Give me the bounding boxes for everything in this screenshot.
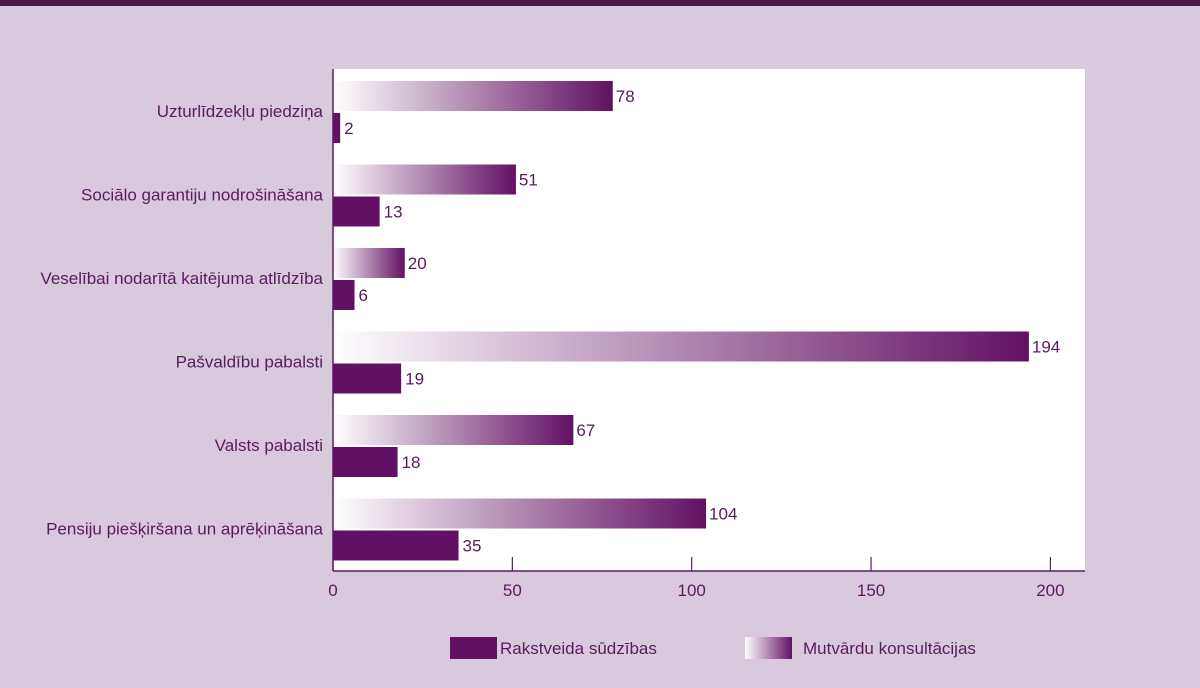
x-tick-label: 0 <box>328 581 337 600</box>
legend-swatch-oral <box>745 637 792 659</box>
bar-written-complaints <box>333 530 459 561</box>
top-bar <box>0 0 1200 6</box>
category-label: Pašvaldību pabalsti <box>176 353 323 372</box>
value-label-oral: 78 <box>616 87 635 106</box>
x-tick-label: 50 <box>503 581 522 600</box>
legend-label: Rakstveida sūdzības <box>500 639 657 658</box>
bar-written-complaints <box>333 113 341 143</box>
bar-oral-consultations <box>333 498 707 529</box>
legend-label: Mutvārdu konsultācijas <box>803 639 976 658</box>
x-tick-label: 150 <box>857 581 885 600</box>
value-label-oral: 194 <box>1032 338 1060 357</box>
value-label-written: 13 <box>384 203 403 222</box>
category-label: Pensiju piešķiršana un aprēķināšana <box>46 520 323 539</box>
category-label: Veselībai nodarītā kaitējuma atlīdzība <box>40 269 323 288</box>
bar-oral-consultations <box>333 248 405 278</box>
category-label: Sociālo garantiju nodrošināšana <box>81 186 323 205</box>
value-label-oral: 20 <box>408 254 427 273</box>
bar-oral-consultations <box>333 331 1029 362</box>
value-label-written: 18 <box>402 453 421 472</box>
category-label: Uzturlīdzekļu piedziņa <box>157 102 324 121</box>
x-axis: 0 50 100 150 200 <box>328 69 1085 600</box>
bar-written-complaints <box>333 280 355 310</box>
bar-oral-consultations <box>333 164 516 195</box>
value-label-written: 2 <box>344 119 353 138</box>
value-label-oral: 51 <box>519 171 538 190</box>
bar-written-complaints <box>333 196 380 227</box>
bar-oral-consultations <box>333 415 574 445</box>
bars-group: Uzturlīdzekļu piedziņa 78 2 Sociālo garanti… <box>40 81 1060 561</box>
x-tick-label: 200 <box>1036 581 1064 600</box>
bar-written-complaints <box>333 447 398 477</box>
value-label-oral: 104 <box>709 505 737 524</box>
legend: Rakstveida sūdzības Mutvārdu konsultācija… <box>450 637 976 659</box>
category-label: Valsts pabalsti <box>215 436 323 455</box>
plot-area <box>333 69 1085 571</box>
legend-swatch-written <box>450 637 497 659</box>
bar-written-complaints <box>333 363 402 394</box>
value-label-written: 19 <box>405 370 424 389</box>
value-label-written: 6 <box>359 286 368 305</box>
bar-oral-consultations <box>333 81 613 111</box>
x-tick-label: 100 <box>678 581 706 600</box>
value-label-oral: 67 <box>576 421 595 440</box>
value-label-written: 35 <box>463 537 482 556</box>
